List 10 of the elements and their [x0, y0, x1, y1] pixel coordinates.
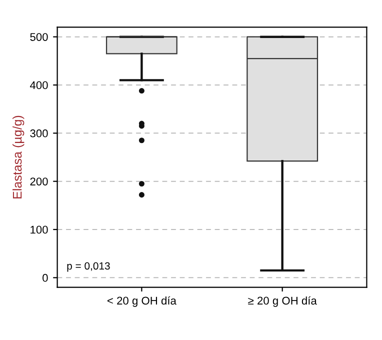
y-tick-label: 0 [42, 274, 48, 282]
annotation: p = 0,013 [67, 262, 110, 272]
y-tick-label: 400 [30, 81, 48, 90]
y-tick-label: 200 [30, 178, 48, 186]
y-tick-label: 300 [30, 129, 48, 138]
y-tick-label: 500 [30, 33, 48, 41]
y-axis-title: Elastasa (µg/g) [12, 116, 24, 198]
x-tick-label: < 20 g OH día [107, 296, 176, 307]
y-tick-label: 100 [30, 226, 48, 234]
x-tick-label: ≥ 20 g OH día [248, 296, 317, 307]
